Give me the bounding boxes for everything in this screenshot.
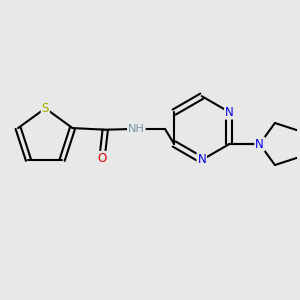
Text: N: N xyxy=(225,106,234,118)
Text: O: O xyxy=(98,152,106,165)
Text: NH: NH xyxy=(128,124,145,134)
Text: N: N xyxy=(255,137,264,151)
Text: S: S xyxy=(42,102,49,115)
Text: N: N xyxy=(197,154,206,166)
